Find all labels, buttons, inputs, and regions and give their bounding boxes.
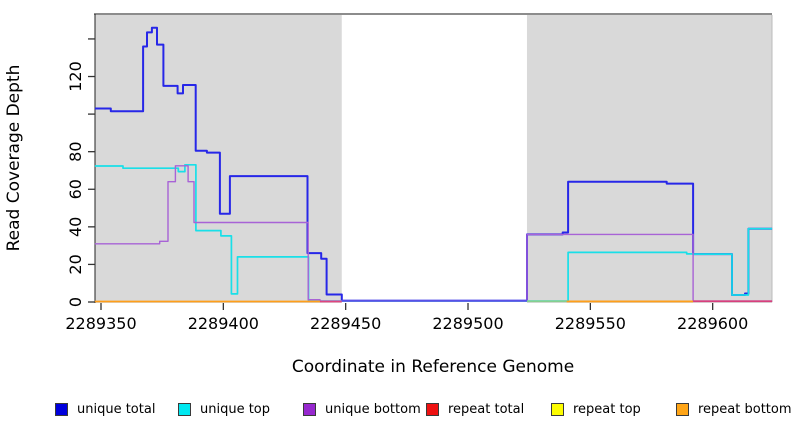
x-axis-title: Coordinate in Reference Genome xyxy=(292,357,574,377)
shaded-regions xyxy=(94,15,773,303)
x-tick-label: 2289500 xyxy=(432,314,503,333)
legend-label: unique bottom xyxy=(325,401,421,417)
x-tick-label: 2289400 xyxy=(188,314,259,333)
legend-label: unique top xyxy=(200,401,271,417)
y-tick-label: 40 xyxy=(66,217,85,237)
legend-item-repeat-top: repeat top xyxy=(551,398,641,420)
axes: 2289350 2289400 2289450 2289500 2289550 22896… xyxy=(65,38,748,333)
legend-swatch xyxy=(303,402,316,416)
y-tick-label: 120 xyxy=(66,61,85,92)
x-tick-label: 2289350 xyxy=(65,314,136,333)
shaded-region xyxy=(94,15,342,303)
legend-swatch xyxy=(426,402,439,416)
y-tick-label: 0 xyxy=(66,297,85,307)
plot-borders xyxy=(94,13,773,303)
legend-item-unique-total: unique total xyxy=(55,398,155,420)
series-lines xyxy=(94,26,773,302)
legend-item-repeat-bottom: repeat bottom xyxy=(676,398,792,420)
legend-swatch xyxy=(55,402,68,416)
legend-item-repeat-total: repeat total xyxy=(426,398,524,420)
legend-label: repeat bottom xyxy=(698,401,792,417)
legend-label: repeat top xyxy=(573,401,641,417)
legend-label: repeat total xyxy=(448,401,525,417)
shaded-region xyxy=(526,15,773,303)
series-unique-total xyxy=(94,26,773,302)
legend-swatch xyxy=(178,402,191,416)
x-tick-label: 2289550 xyxy=(555,314,626,333)
x-tick-label: 2289600 xyxy=(677,314,748,333)
legend-item-unique-bottom: unique bottom xyxy=(303,398,421,420)
x-tick-label: 2289450 xyxy=(310,314,381,333)
baseline-segments xyxy=(94,299,773,303)
legend-item-unique-top: unique top xyxy=(178,398,270,420)
y-tick-label: 20 xyxy=(66,254,85,274)
y-tick-label: 80 xyxy=(66,142,85,162)
series-unique-top xyxy=(94,163,773,302)
legend-swatch xyxy=(676,402,689,416)
legend-swatch xyxy=(551,402,564,416)
legend: unique total unique top unique bottom repea… xyxy=(0,398,792,424)
y-axis-title: Read Coverage Depth xyxy=(4,65,24,252)
y-tick-label: 60 xyxy=(66,179,85,199)
series-unique-bottom xyxy=(94,165,773,302)
legend-label: unique total xyxy=(77,401,156,417)
